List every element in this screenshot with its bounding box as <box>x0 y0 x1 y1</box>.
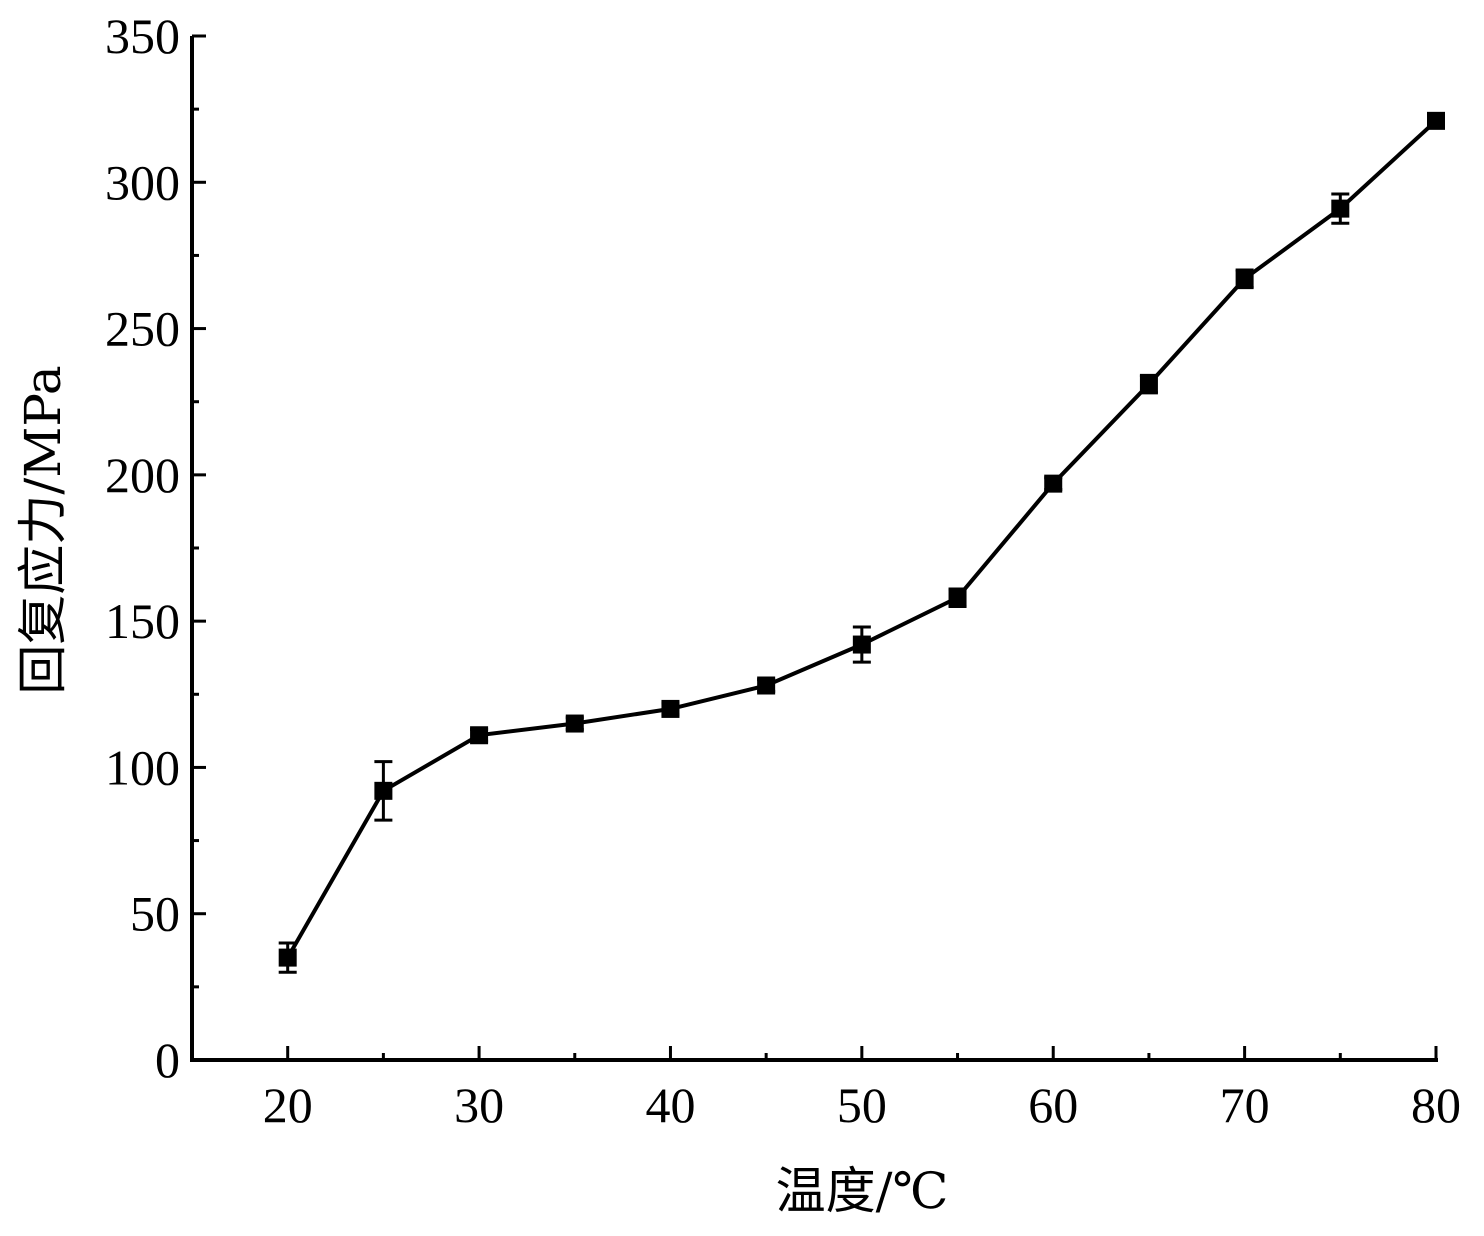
x-tick-label: 40 <box>645 1077 695 1133</box>
x-tick-label: 80 <box>1411 1077 1461 1133</box>
data-point <box>1331 199 1350 218</box>
x-tick-label: 30 <box>454 1077 504 1133</box>
data-point <box>278 948 297 967</box>
y-tick-label: 50 <box>130 886 180 942</box>
x-tick-label: 70 <box>1220 1077 1270 1133</box>
x-axis-title: 温度/℃ <box>776 1162 949 1220</box>
data-point <box>374 781 393 800</box>
x-tick-label: 20 <box>263 1077 313 1133</box>
y-tick-label: 150 <box>105 593 180 649</box>
data-point <box>565 714 584 733</box>
y-tick-label: 0 <box>155 1032 180 1088</box>
series-line <box>285 119 1438 959</box>
y-tick-label: 300 <box>105 154 180 210</box>
ticks: 20 30 40 50 60 70 80 0 50 100 150 200 250 300 350 <box>105 8 1461 1133</box>
data-point <box>1427 111 1445 130</box>
data-point <box>852 635 871 654</box>
data-point <box>757 676 776 695</box>
y-tick-label: 250 <box>105 301 180 357</box>
data-point <box>948 588 967 607</box>
data-point <box>661 699 680 718</box>
y-axis-title: 回复应力/MPa <box>14 365 72 694</box>
y-tick-label: 350 <box>105 8 180 64</box>
x-tick-label: 50 <box>837 1077 887 1133</box>
y-tick-label: 200 <box>105 447 180 503</box>
y-tick-label: 100 <box>105 739 180 795</box>
plot-marks <box>278 111 1445 974</box>
x-tick-label: 60 <box>1028 1077 1078 1133</box>
data-point <box>470 726 489 745</box>
axes <box>190 36 1438 1062</box>
data-point <box>1235 269 1254 288</box>
data-point <box>1139 375 1158 394</box>
data-point <box>1044 474 1063 493</box>
